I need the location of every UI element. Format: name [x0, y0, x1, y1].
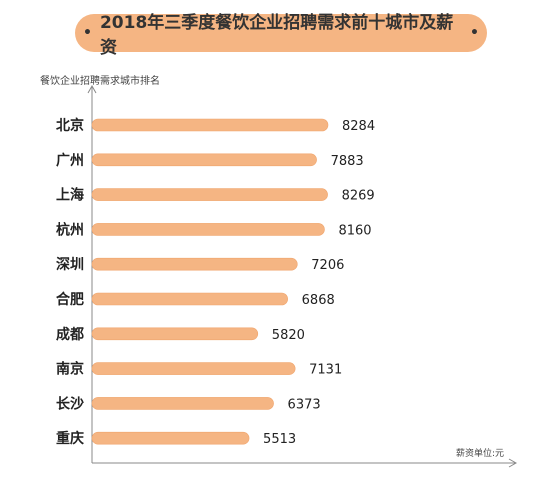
- value-label-1: 7883: [331, 154, 364, 169]
- bar-3: [91, 223, 325, 236]
- value-label-9: 5513: [263, 432, 296, 447]
- category-label-7: 南京: [56, 361, 84, 378]
- category-label-5: 合肥: [56, 291, 84, 308]
- bar-0: [91, 118, 329, 132]
- value-label-0: 8284: [342, 119, 375, 134]
- bar-6: [91, 327, 259, 341]
- bar-7: [91, 362, 296, 375]
- title-bullet-right: •: [470, 25, 479, 41]
- bar-9: [91, 431, 250, 445]
- category-label-8: 长沙: [56, 395, 84, 412]
- y-axis-arrow: [87, 84, 97, 94]
- bar-5: [91, 292, 288, 306]
- category-label-3: 杭州: [56, 221, 84, 238]
- chart-title-text: 2018年三季度餐饮企业招聘需求前十城市及薪资: [99, 13, 454, 58]
- value-label-6: 5820: [272, 328, 305, 343]
- value-label-8: 6373: [288, 397, 321, 412]
- category-label-1: 广州: [56, 152, 84, 169]
- category-label-9: 重庆: [56, 430, 84, 447]
- title-bullet-left: •: [83, 25, 92, 41]
- value-label-7: 7131: [309, 363, 342, 378]
- bar-2: [91, 188, 328, 201]
- category-label-4: 深圳: [56, 256, 84, 273]
- chart-title: • 2018年三季度餐饮企业招聘需求前十城市及薪资 •: [75, 13, 487, 58]
- bar-4: [91, 257, 298, 271]
- value-label-3: 8160: [338, 223, 371, 238]
- bar-series: [91, 118, 329, 445]
- y-axis-label: 餐饮企业招聘需求城市排名: [40, 76, 160, 87]
- value-label-4: 7206: [311, 258, 344, 273]
- bar-1: [91, 153, 317, 167]
- x-axis-arrow: [508, 458, 518, 468]
- value-labels: 8284 7883 8269 8160 7206 6868 5820 7131 6373 5513: [263, 119, 375, 447]
- value-label-2: 8269: [342, 189, 375, 204]
- category-label-6: 成都: [56, 326, 84, 343]
- category-label-2: 上海: [56, 187, 84, 204]
- value-label-5: 6868: [302, 293, 335, 308]
- unit-note: 薪资单位:元: [456, 449, 505, 459]
- bar-8: [91, 397, 274, 410]
- chart-axes: [87, 84, 518, 468]
- category-label-0: 北京: [56, 117, 84, 134]
